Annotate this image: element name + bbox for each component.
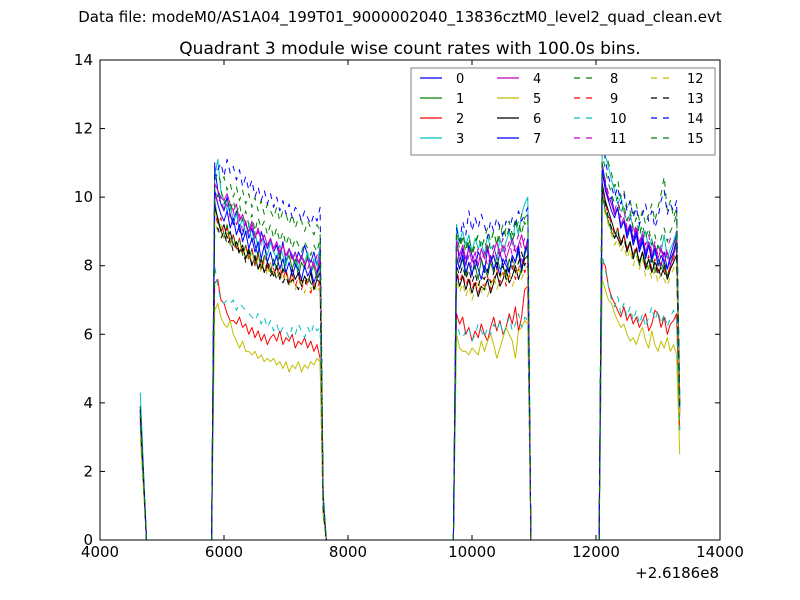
legend-label-3: 3 — [456, 132, 464, 147]
legend-label-10: 10 — [610, 112, 627, 127]
legend-label-14: 14 — [687, 112, 704, 127]
legend-label-0: 0 — [456, 72, 464, 87]
series-11-segment-2 — [211, 193, 327, 541]
series-11-segment-3 — [452, 234, 532, 541]
series-13-segment-3 — [452, 251, 532, 541]
data-file-title: Data file: modeM0/AS1A04_199T01_90000020… — [78, 8, 722, 26]
series-1-segment-4 — [598, 193, 681, 541]
series-5-segment-2 — [211, 302, 327, 541]
axes-frame — [99, 59, 721, 541]
series-1-segment-3 — [452, 244, 532, 541]
series-8-segment-4 — [598, 128, 681, 541]
x-tick-label: 8000 — [329, 543, 367, 561]
series-7-segment-2 — [211, 189, 327, 541]
legend-label-13: 13 — [687, 92, 704, 107]
series-11-segment-4 — [598, 165, 681, 541]
legend-label-6: 6 — [533, 112, 541, 127]
series-12-segment-4 — [598, 200, 681, 541]
legend-label-15: 15 — [687, 132, 704, 147]
series-10-segment-2 — [211, 265, 327, 541]
series-13-segment-4 — [598, 189, 681, 541]
x-tick-label: 6000 — [205, 543, 243, 561]
series-4-segment-2 — [211, 182, 327, 541]
series-14-segment-2 — [211, 158, 327, 541]
series-10 — [139, 254, 681, 541]
series-2-segment-3 — [452, 285, 532, 541]
series-9-segment-2 — [211, 210, 327, 541]
series-2-segment-2 — [211, 278, 327, 541]
series-15-segment-2 — [211, 186, 327, 541]
y-tick-label: 10 — [74, 188, 93, 206]
legend-label-7: 7 — [533, 132, 541, 147]
y-tick-label: 8 — [83, 257, 93, 275]
legend-label-11: 11 — [610, 132, 627, 147]
x-tick-label: 10000 — [448, 543, 496, 561]
series-7-segment-3 — [452, 244, 532, 541]
y-tick-label: 0 — [83, 531, 93, 549]
series-15 — [139, 152, 681, 541]
legend-label-8: 8 — [610, 72, 618, 87]
series-7-segment-4 — [598, 169, 681, 541]
legend-label-5: 5 — [533, 92, 541, 107]
x-tick-label: 12000 — [572, 543, 620, 561]
series-layer — [139, 128, 681, 541]
series-5-segment-3 — [452, 320, 532, 541]
series-9-segment-3 — [452, 258, 532, 541]
y-tick-label: 14 — [74, 51, 93, 69]
series-8-segment-2 — [211, 172, 327, 541]
x-tick-label: 4000 — [81, 543, 119, 561]
series-4-segment-3 — [452, 234, 532, 541]
legend-label-1: 1 — [456, 92, 464, 107]
series-10-segment-4 — [598, 254, 681, 541]
series-14-segment-3 — [452, 206, 532, 541]
series-0-segment-4 — [598, 162, 681, 541]
series-4-segment-4 — [598, 172, 681, 541]
y-tick-label: 4 — [83, 394, 93, 412]
y-tick-label: 12 — [74, 120, 93, 138]
series-5-segment-4 — [598, 278, 681, 541]
legend-box — [410, 67, 716, 156]
legend-label-2: 2 — [456, 112, 464, 127]
legend-label-9: 9 — [610, 92, 618, 107]
chart-title: Quadrant 3 module wise count rates with … — [179, 39, 640, 59]
legend-label-4: 4 — [533, 72, 541, 87]
series-3-segment-3 — [452, 196, 532, 541]
y-tick-label: 2 — [83, 462, 93, 480]
series-12-segment-2 — [211, 220, 327, 541]
x-tick-label: 14000 — [696, 543, 744, 561]
legend-label-12: 12 — [687, 72, 704, 87]
series-2-segment-4 — [598, 261, 681, 541]
series-6-segment-3 — [452, 254, 532, 541]
series-14-segment-4 — [598, 141, 681, 541]
series-15-segment-4 — [598, 152, 681, 541]
series-15-segment-1 — [139, 413, 147, 541]
series-12-segment-3 — [452, 265, 532, 541]
series-3-segment-2 — [211, 158, 327, 541]
x-axis-offset-label: +2.6186e8 — [635, 564, 719, 582]
series-15-segment-3 — [452, 213, 532, 541]
y-tick-label: 6 — [83, 325, 93, 343]
